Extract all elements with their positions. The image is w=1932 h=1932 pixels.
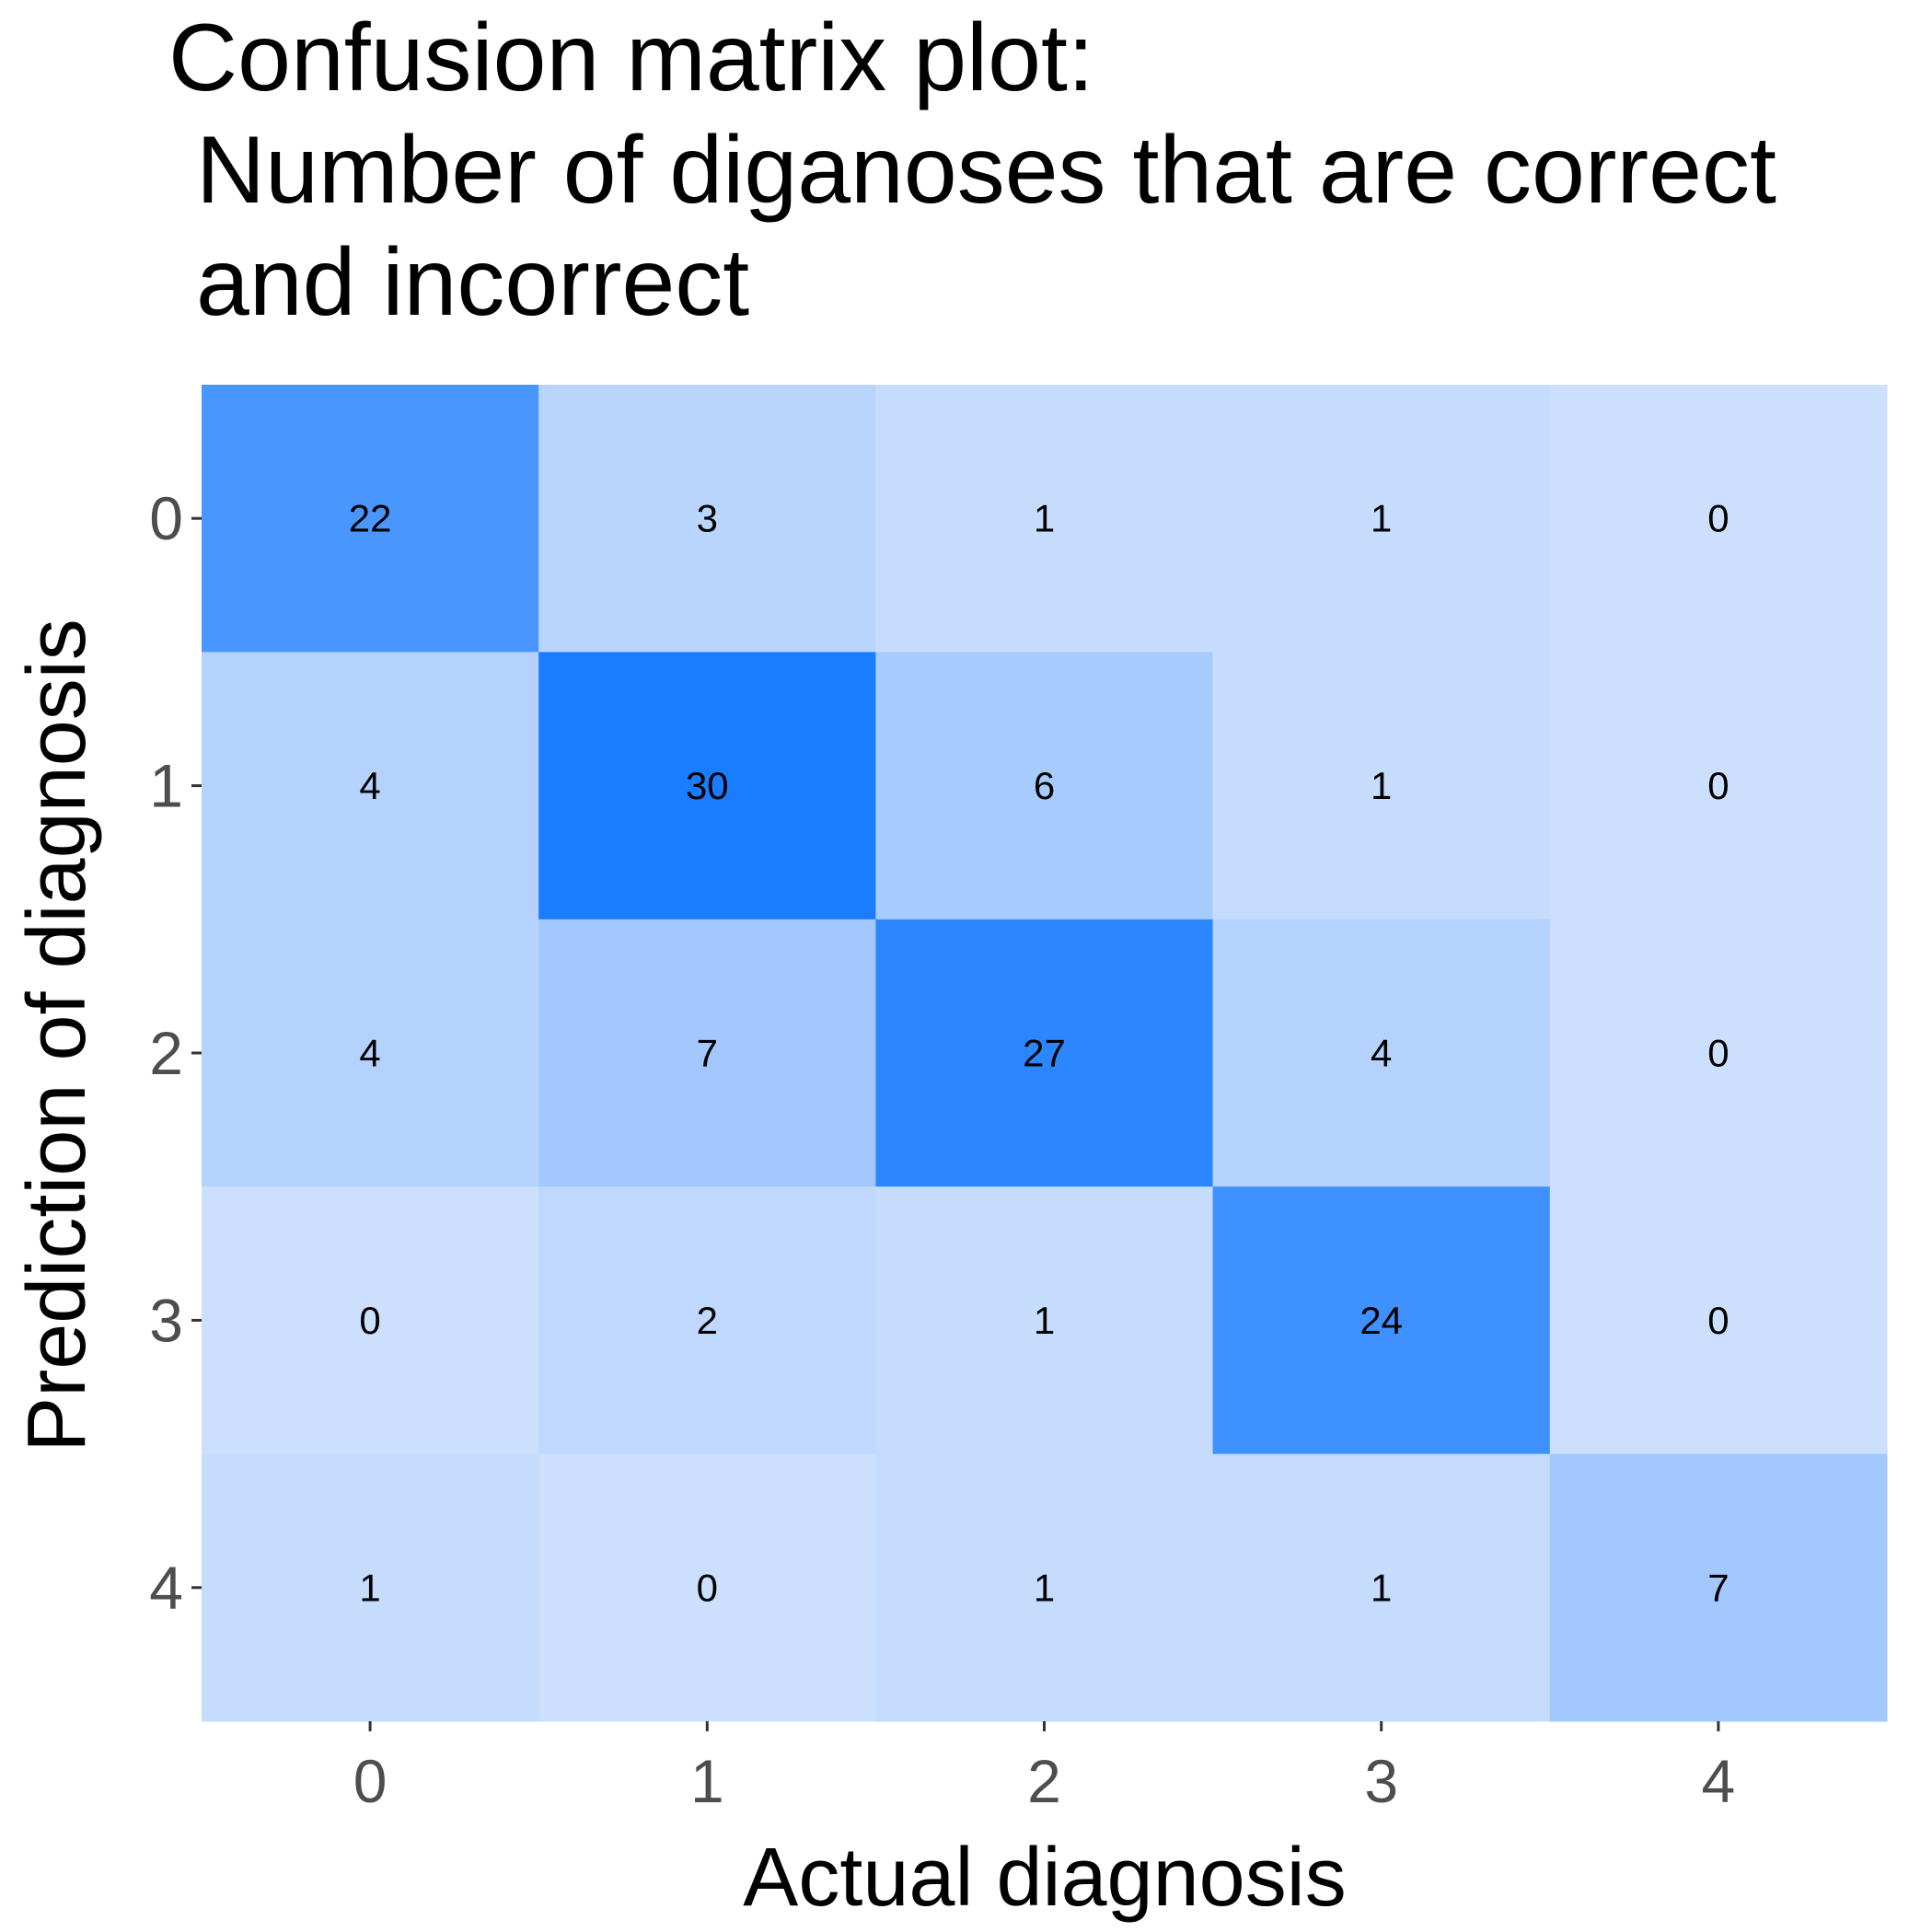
cell-value-label: 0 <box>1707 764 1729 807</box>
x-axis-tick-label: 0 <box>353 1747 388 1815</box>
heatmap-cell-r0-c1 <box>538 385 876 653</box>
heatmap-cell-r4-c3 <box>1212 1453 1551 1722</box>
heatmap-cell-r1-c1 <box>538 652 876 920</box>
heatmap-cell-r3-c3 <box>1212 1186 1551 1455</box>
cell-value-label: 22 <box>349 497 392 540</box>
heatmap-cell-r4-c4 <box>1549 1453 1888 1722</box>
heatmap-cell-r1-c3 <box>1212 652 1551 920</box>
x-axis-ticks: 0 1 2 3 4 <box>353 1721 1736 1815</box>
y-axis-tick-label: 2 <box>149 1019 183 1087</box>
x-axis-tick-label: 3 <box>1364 1747 1398 1815</box>
heatmap-cell-r1-c0 <box>202 652 539 920</box>
cell-value-label: 7 <box>1707 1566 1729 1609</box>
chart-title-line-1: Confusion matrix plot: <box>168 5 1094 111</box>
heatmap-cell-r3-c1 <box>538 1186 876 1455</box>
cell-value-label: 3 <box>697 497 718 540</box>
y-axis-tick-label: 4 <box>149 1554 183 1622</box>
heatmap-cell-r3-c0 <box>202 1186 539 1455</box>
y-axis-title: Prediction of diagnosis <box>11 619 103 1452</box>
cell-value-label: 1 <box>1034 497 1055 540</box>
heatmap-cell-r0-c0 <box>202 385 539 653</box>
heatmap-cell-r3-c2 <box>875 1186 1214 1455</box>
cell-value-label: 1 <box>359 1566 380 1609</box>
heatmap-cell-r0-c2 <box>875 385 1214 653</box>
y-axis-tick-label: 3 <box>149 1286 183 1354</box>
heatmap-cells <box>202 385 1888 1722</box>
cell-value-label: 0 <box>359 1299 380 1342</box>
heatmap-cell-r1-c2 <box>875 652 1214 920</box>
heatmap-cell-r0-c3 <box>1212 385 1551 653</box>
cell-value-label: 1 <box>1371 764 1392 807</box>
cell-value-label: 1 <box>1371 497 1392 540</box>
cell-value-label: 4 <box>359 764 380 807</box>
cell-value-label: 0 <box>1707 1299 1729 1342</box>
cell-value-label: 4 <box>359 1032 380 1075</box>
heatmap-cell-r4-c0 <box>202 1453 539 1722</box>
heatmap-cell-labels: 22 3 1 1 0 4 30 6 1 0 4 7 27 4 0 0 2 1 24 0 1 0 1 1 7 <box>349 497 1730 1610</box>
cell-value-label: 27 <box>1023 1032 1066 1075</box>
heatmap-cell-r2-c2 <box>875 919 1214 1187</box>
heatmap-cell-r4-c1 <box>538 1453 876 1722</box>
heatmap-cell-r2-c1 <box>538 919 876 1187</box>
cell-value-label: 1 <box>1371 1566 1392 1609</box>
heatmap-cell-r2-c0 <box>202 919 539 1187</box>
cell-value-label: 1 <box>1034 1299 1055 1342</box>
cell-value-label: 0 <box>1707 497 1729 540</box>
cell-value-label: 6 <box>1034 764 1055 807</box>
cell-value-label: 30 <box>686 764 729 807</box>
cell-value-label: 4 <box>1371 1032 1392 1075</box>
x-axis-tick-label: 4 <box>1702 1747 1736 1815</box>
cell-value-label: 24 <box>1359 1299 1403 1342</box>
chart-title-line-2: Number of diganoses that are correct <box>196 117 1776 224</box>
chart-title: Confusion matrix plot: Number of diganos… <box>168 5 1776 336</box>
x-axis-tick-label: 2 <box>1027 1747 1061 1815</box>
y-axis-tick-label: 0 <box>149 484 183 552</box>
x-axis-tick-label: 1 <box>690 1747 724 1815</box>
cell-value-label: 0 <box>1707 1032 1729 1075</box>
heatmap-cell-r3-c4 <box>1549 1186 1888 1455</box>
cell-value-label: 0 <box>697 1566 718 1609</box>
y-axis-tick-label: 1 <box>149 752 183 820</box>
y-axis-ticks: 0 1 2 3 4 <box>149 484 202 1622</box>
cell-value-label: 1 <box>1034 1566 1055 1609</box>
chart-title-line-3: and incorrect <box>196 229 749 336</box>
heatmap-cell-r2-c3 <box>1212 919 1551 1187</box>
heatmap-cell-r1-c4 <box>1549 652 1888 920</box>
x-axis-title: Actual diagnosis <box>743 1832 1346 1924</box>
heatmap-cell-r4-c2 <box>875 1453 1214 1722</box>
cell-value-label: 2 <box>697 1299 718 1342</box>
heatmap-cell-r0-c4 <box>1549 385 1888 653</box>
heatmap-cell-r2-c4 <box>1549 919 1888 1187</box>
cell-value-label: 7 <box>697 1032 718 1075</box>
